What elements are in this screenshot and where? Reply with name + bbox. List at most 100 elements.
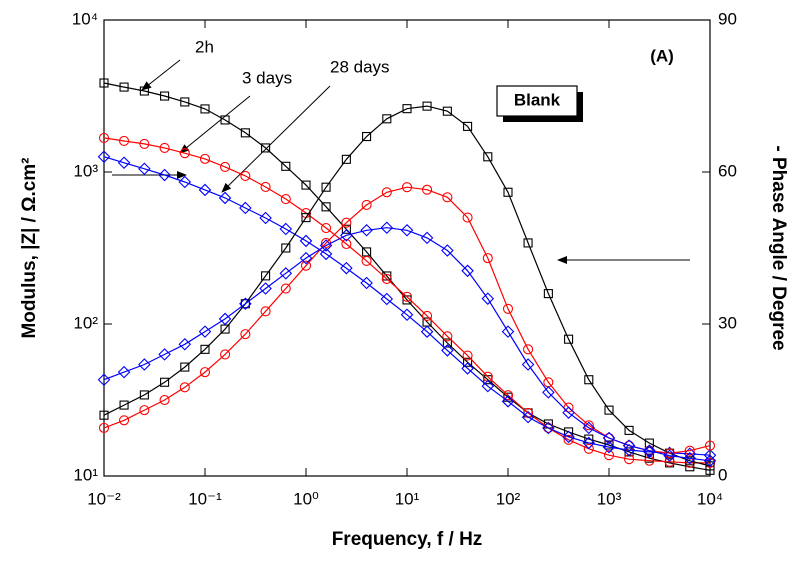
data-point <box>463 357 473 367</box>
data-point <box>98 422 110 433</box>
data-point <box>139 390 149 400</box>
data-point <box>198 325 212 338</box>
data-point <box>483 152 493 162</box>
data-point <box>563 434 574 445</box>
data-point <box>97 373 111 387</box>
data-point <box>420 325 434 338</box>
data-point <box>119 415 130 426</box>
data-point <box>301 180 311 190</box>
data-point <box>422 310 433 321</box>
data-point <box>380 292 394 306</box>
data-point <box>117 365 131 379</box>
data-point <box>341 224 351 234</box>
data-point <box>260 306 271 317</box>
series-line <box>103 105 711 467</box>
data-point <box>218 191 232 205</box>
y-tick-label: 10² <box>73 313 98 332</box>
data-point <box>542 421 555 435</box>
arrow <box>221 85 331 193</box>
data-point <box>340 229 353 242</box>
data-point <box>240 128 250 138</box>
data-point <box>502 390 514 401</box>
data-point <box>644 438 654 448</box>
data-point <box>523 238 533 248</box>
data-point <box>199 367 211 378</box>
data-point <box>622 439 636 452</box>
data-point <box>462 212 473 223</box>
data-point <box>341 217 352 228</box>
data-point <box>461 362 474 375</box>
data-point <box>603 432 615 444</box>
data-point <box>481 292 495 305</box>
data-point <box>299 234 313 248</box>
y-axis-label: Modulus, |Z| / Ω.cm² <box>19 157 40 338</box>
x-tick-label: 10³ <box>597 489 622 508</box>
data-point <box>521 410 535 424</box>
data-point <box>380 221 394 235</box>
data-point <box>583 420 594 431</box>
data-point <box>562 430 575 444</box>
data-point <box>261 271 271 281</box>
data-point <box>521 358 535 371</box>
annotation: 3 days <box>242 68 292 87</box>
data-point <box>341 154 351 164</box>
data-point <box>564 427 574 437</box>
y2-tick-label: 60 <box>718 161 737 180</box>
data-point <box>117 156 131 170</box>
data-point <box>602 431 616 445</box>
series-line <box>103 137 710 464</box>
data-point <box>684 445 695 456</box>
x-tick-label: 10¹ <box>395 489 420 508</box>
data-point <box>199 153 211 164</box>
data-point <box>97 150 111 164</box>
data-point <box>321 222 332 234</box>
data-point <box>705 461 715 471</box>
data-point <box>382 114 392 124</box>
data-point <box>159 142 170 153</box>
data-point <box>441 244 454 257</box>
data-point <box>362 131 372 142</box>
data-point <box>663 449 676 463</box>
data-point <box>442 331 453 342</box>
data-point <box>523 344 534 355</box>
annotation: 2h <box>195 37 214 56</box>
x-tick-label: 10⁻² <box>87 489 121 508</box>
data-point <box>98 132 110 143</box>
data-point <box>139 138 150 149</box>
data-point <box>422 184 433 195</box>
data-point <box>583 443 594 454</box>
data-point <box>542 386 555 399</box>
data-point <box>240 299 250 309</box>
data-point <box>280 193 291 205</box>
plot-frame <box>103 19 711 477</box>
data-point <box>198 183 212 197</box>
data-point <box>502 303 514 314</box>
data-point <box>239 297 252 311</box>
data-point <box>644 445 655 456</box>
y2-tick-label: 90 <box>718 9 737 28</box>
data-point <box>179 382 190 393</box>
data-point <box>501 325 515 338</box>
data-point <box>180 362 190 372</box>
data-point <box>160 377 170 387</box>
data-point <box>442 192 453 203</box>
data-point <box>441 344 454 357</box>
data-point <box>200 104 210 114</box>
data-point <box>463 121 473 131</box>
data-point <box>99 78 109 88</box>
data-point <box>703 454 717 468</box>
box-label: Blank <box>514 90 561 109</box>
data-point <box>138 162 151 176</box>
data-point <box>178 337 192 351</box>
data-point <box>401 182 413 193</box>
data-point <box>240 170 251 181</box>
y2-tick-label: 0 <box>718 465 727 484</box>
data-point <box>281 161 291 171</box>
data-point <box>239 201 252 215</box>
data-point <box>402 104 412 114</box>
data-point <box>321 202 331 212</box>
data-point <box>159 394 170 406</box>
data-point <box>664 448 675 459</box>
data-point <box>543 422 554 434</box>
data-point <box>180 97 190 107</box>
